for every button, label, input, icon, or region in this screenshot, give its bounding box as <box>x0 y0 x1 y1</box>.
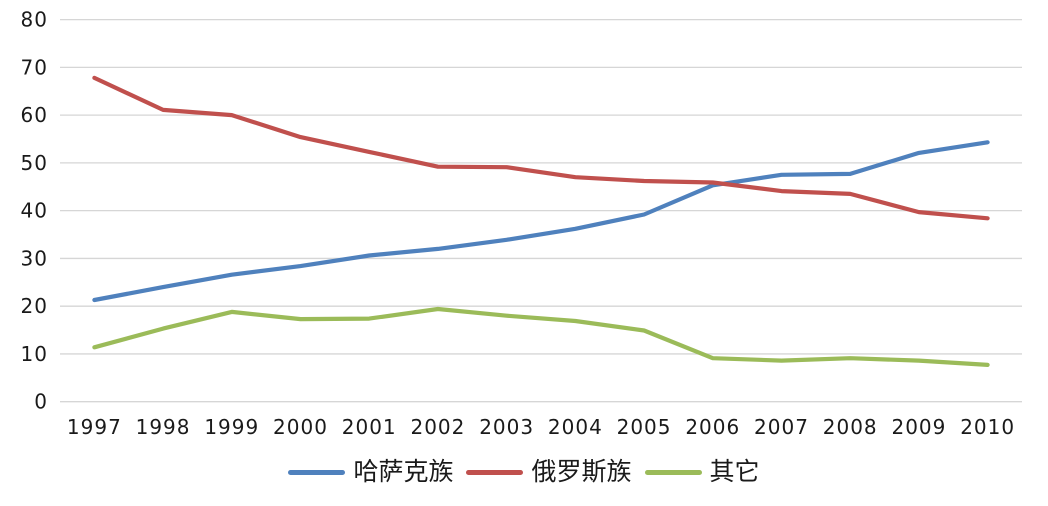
chart-legend: 哈萨克族 俄罗斯族 其它 <box>0 457 1048 487</box>
y-tick-label: 50 <box>21 151 48 175</box>
x-tick-label: 1997 <box>67 415 122 439</box>
y-tick-label: 80 <box>21 8 48 32</box>
legend-item-russian: 俄罗斯族 <box>466 457 632 487</box>
legend-item-kazakh: 哈萨克族 <box>288 457 454 487</box>
legend-label: 其它 <box>709 457 760 486</box>
y-tick-label: 30 <box>21 246 48 270</box>
x-tick-label: 2010 <box>960 415 1015 439</box>
x-tick-label: 2004 <box>548 415 603 439</box>
x-tick-label: 2008 <box>823 415 878 439</box>
y-tick-label: 10 <box>21 342 48 366</box>
x-tick-label: 2001 <box>342 415 397 439</box>
series-line-2 <box>92 306 990 367</box>
x-tick-label: 2003 <box>479 415 534 439</box>
legend-line-swatch-green <box>644 469 702 475</box>
y-tick-label: 0 <box>34 390 48 414</box>
legend-label: 哈萨克族 <box>353 457 454 486</box>
x-tick-label: 2005 <box>617 415 672 439</box>
series-line-1 <box>92 75 990 221</box>
x-tick-label: 2006 <box>685 415 740 439</box>
y-tick-label: 60 <box>21 103 48 127</box>
x-tick-label: 2002 <box>410 415 465 439</box>
legend-item-other: 其它 <box>644 457 760 487</box>
legend-line-swatch-blue <box>288 469 346 475</box>
x-tick-label: 1998 <box>136 415 191 439</box>
legend-line-swatch-red <box>466 469 524 475</box>
series-line-0 <box>92 140 990 303</box>
x-tick-label: 2007 <box>754 415 809 439</box>
x-tick-label: 2000 <box>273 415 328 439</box>
x-tick-label: 1999 <box>204 415 259 439</box>
y-tick-label: 20 <box>21 294 48 318</box>
legend-label: 俄罗斯族 <box>531 457 632 486</box>
y-tick-label: 70 <box>21 55 48 79</box>
y-tick-label: 40 <box>21 199 48 223</box>
x-tick-label: 2009 <box>891 415 946 439</box>
